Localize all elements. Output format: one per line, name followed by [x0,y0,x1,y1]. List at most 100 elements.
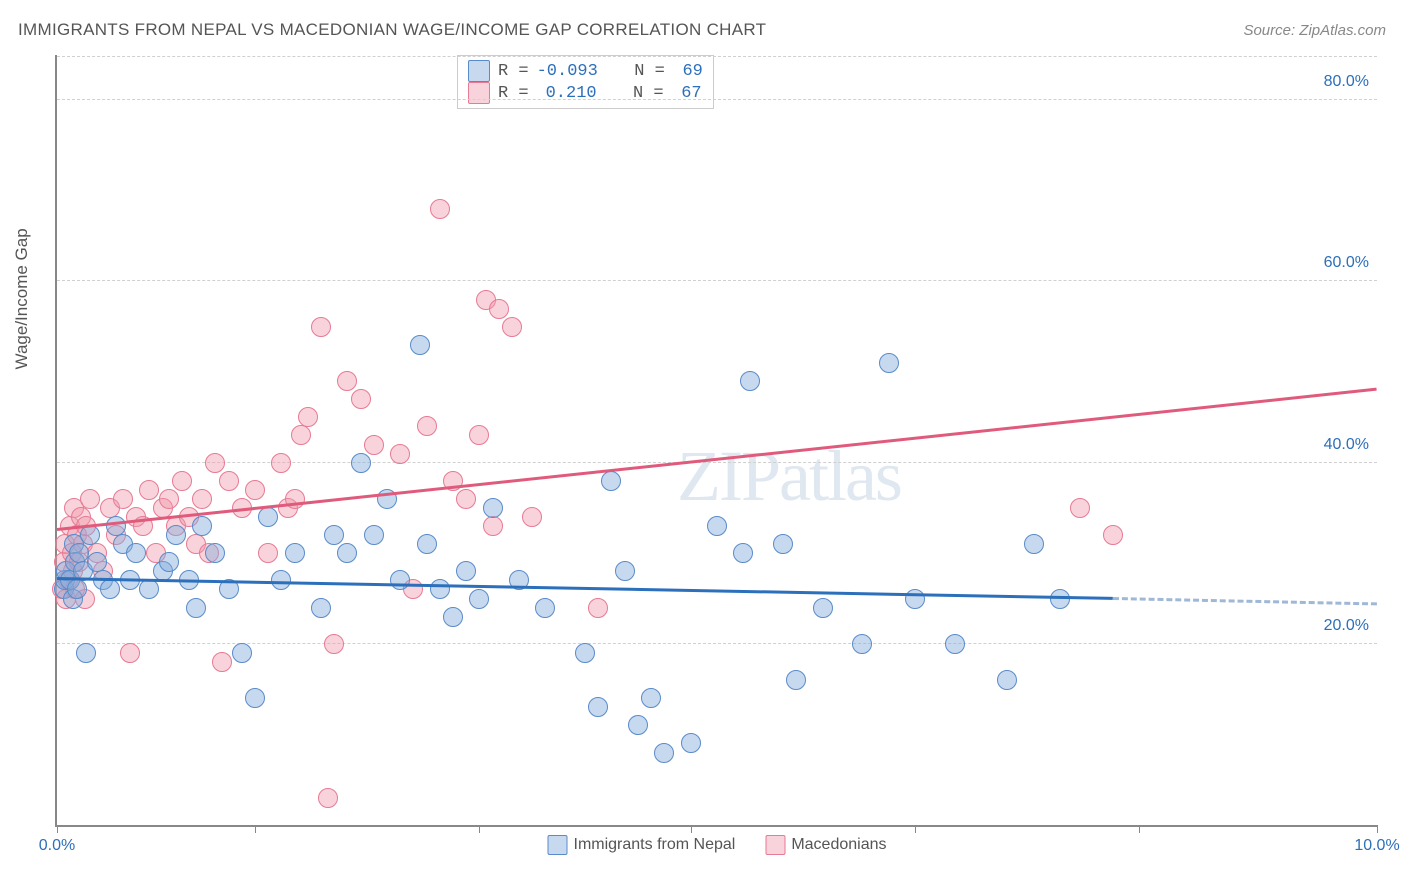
nepal-point [205,543,225,563]
macedonian-point [120,643,140,663]
nepal-point [443,607,463,627]
nepal-point [483,498,503,518]
nepal-point [707,516,727,536]
y-tick-label: 20.0% [1324,617,1369,635]
stats-row: R =-0.093 N =69 [468,60,703,82]
nepal-point [773,534,793,554]
nepal-point [324,525,344,545]
legend-swatch [765,835,785,855]
x-tick [915,825,916,833]
nepal-point [456,561,476,581]
y-axis-title: Wage/Income Gap [12,228,32,369]
nepal-point [945,634,965,654]
nepal-point [106,516,126,536]
x-tick [1139,825,1140,833]
x-tick [57,825,58,833]
macedonian-point [588,598,608,618]
macedonian-point [159,489,179,509]
nepal-point [430,579,450,599]
nepal-point [258,507,278,527]
legend-label: Macedonians [791,836,886,854]
x-tick-label: 0.0% [39,837,75,855]
legend-item: Macedonians [765,835,886,855]
legend: Immigrants from Nepal Macedonians [548,835,887,855]
stats-n-label: N = [634,62,665,81]
nepal-point [469,589,489,609]
nepal-point [681,733,701,753]
nepal-point [905,589,925,609]
nepal-point [67,579,87,599]
source-attribution: Source: ZipAtlas.com [1243,22,1386,39]
macedonian-point [291,425,311,445]
macedonian-point [417,416,437,436]
macedonian-point [351,389,371,409]
nepal-point [351,453,371,473]
nepal-point [186,598,206,618]
macedonian-point [271,453,291,473]
nepal-point [813,598,833,618]
y-tick-label: 80.0% [1324,73,1369,91]
stats-swatch [468,60,490,82]
nepal-point [364,525,384,545]
macedonian-point [205,453,225,473]
correlation-stats-box: R =-0.093 N =69R =0.210 N =67 [457,55,714,109]
nepal-point [786,670,806,690]
nepal-point [76,643,96,663]
nepal-point [192,516,212,536]
nepal-point [601,471,621,491]
legend-item: Immigrants from Nepal [548,835,736,855]
nepal-point [100,579,120,599]
macedonian-point [469,425,489,445]
nepal-point [245,688,265,708]
nepal-point [997,670,1017,690]
macedonian-point [324,634,344,654]
macedonian-point [337,371,357,391]
macedonian-point [522,507,542,527]
macedonian-point [80,489,100,509]
nepal-point [615,561,635,581]
nepal-point [337,543,357,563]
trend-line [57,387,1377,530]
legend-swatch [548,835,568,855]
macedonian-point [298,407,318,427]
nepal-point [654,743,674,763]
stats-swatch [468,82,490,104]
macedonian-point [390,444,410,464]
nepal-point [159,552,179,572]
watermark-text: ZIPatlas [677,435,901,518]
y-tick-label: 60.0% [1324,254,1369,272]
gridline [57,56,1377,57]
nepal-point [535,598,555,618]
macedonian-point [311,317,331,337]
stats-r-label: R = [498,62,529,81]
x-tick [255,825,256,833]
chart-title: IMMIGRANTS FROM NEPAL VS MACEDONIAN WAGE… [18,20,766,40]
macedonian-point [489,299,509,319]
nepal-point [588,697,608,717]
gridline [57,643,1377,644]
macedonian-point [1070,498,1090,518]
macedonian-point [172,471,192,491]
nepal-point [232,643,252,663]
macedonian-point [212,652,232,672]
macedonian-point [258,543,278,563]
macedonian-point [113,489,133,509]
y-tick-label: 40.0% [1324,436,1369,454]
nepal-point [733,543,753,563]
gridline [57,462,1377,463]
nepal-point [87,552,107,572]
macedonian-point [139,480,159,500]
nepal-point [852,634,872,654]
nepal-point [879,353,899,373]
nepal-point [417,534,437,554]
nepal-point [390,570,410,590]
macedonian-point [318,788,338,808]
scatter-plot-area: ZIPatlas R =-0.093 N =69R =0.210 N =67 I… [55,55,1377,827]
nepal-point [166,525,186,545]
gridline [57,99,1377,100]
macedonian-point [502,317,522,337]
nepal-point [410,335,430,355]
nepal-point [311,598,331,618]
gridline [57,280,1377,281]
nepal-point [1024,534,1044,554]
